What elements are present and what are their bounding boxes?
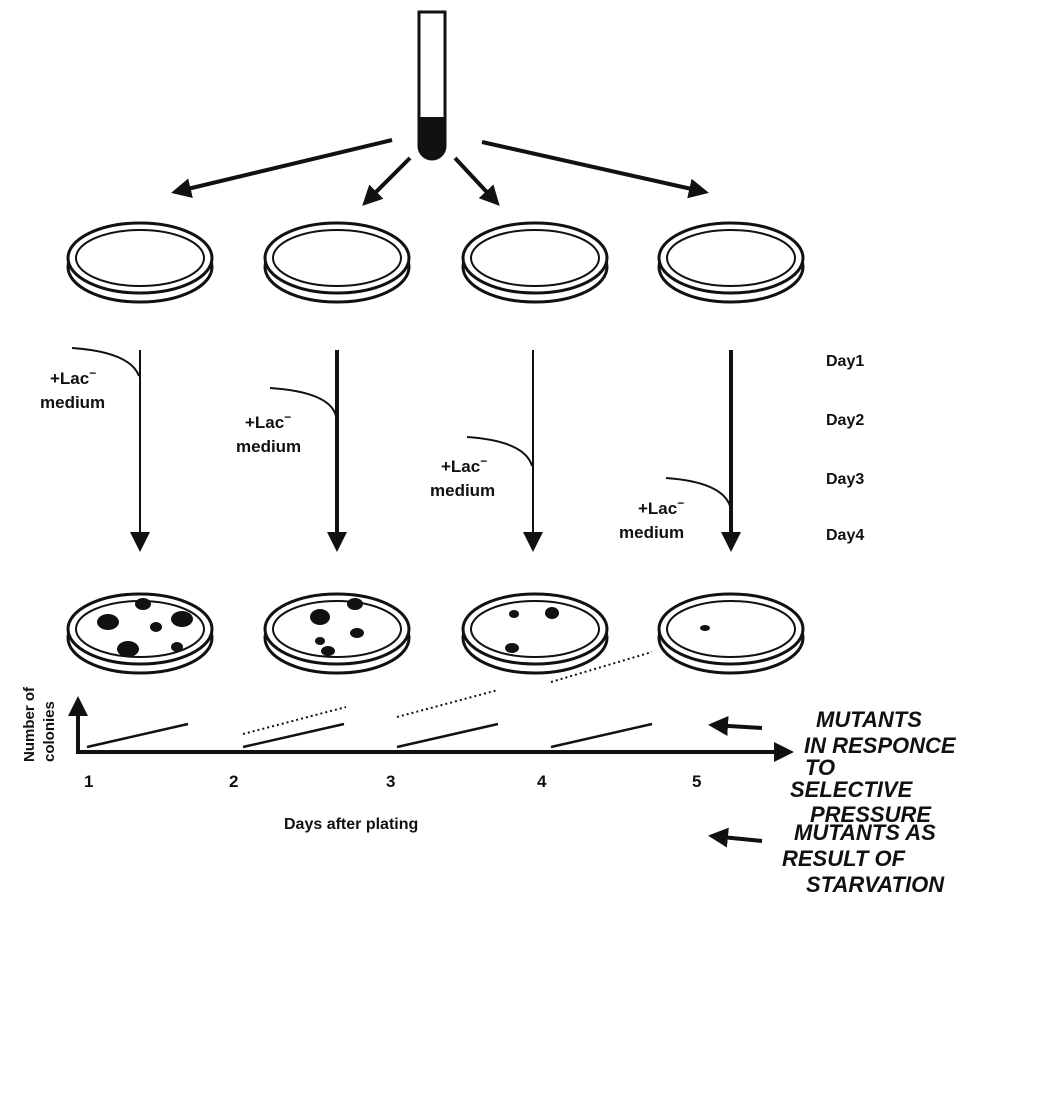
petri-dish-colonies-4 bbox=[657, 592, 805, 675]
svg-text:colonies: colonies bbox=[41, 701, 58, 762]
colony bbox=[135, 598, 151, 610]
y-axis-label: Number of colonies bbox=[21, 686, 58, 762]
colony bbox=[150, 622, 162, 632]
medium-label-2: medium bbox=[236, 437, 301, 456]
x-tick-1: 1 bbox=[84, 772, 93, 791]
svg-text:SELECTIVE: SELECTIVE bbox=[790, 777, 914, 802]
svg-text:TO: TO bbox=[805, 755, 835, 780]
svg-text:RESULT OF: RESULT OF bbox=[782, 846, 906, 871]
arrow-to-plate-1 bbox=[171, 138, 393, 198]
colony bbox=[505, 643, 519, 653]
svg-text:+Lac−: +Lac− bbox=[245, 410, 291, 432]
colony bbox=[321, 646, 335, 656]
colony bbox=[700, 625, 710, 631]
petri-dish-colonies-1 bbox=[66, 592, 214, 675]
incubation-arrows bbox=[130, 350, 741, 552]
x-axis-title: Days after plating bbox=[284, 816, 418, 833]
svg-text:Number of: Number of bbox=[21, 686, 38, 762]
svg-text:+Lac−: +Lac− bbox=[50, 366, 96, 388]
colony bbox=[171, 642, 183, 652]
svg-text:MUTANTS AS: MUTANTS AS bbox=[794, 820, 936, 845]
svg-text:IN RESPONCE: IN RESPONCE bbox=[804, 733, 957, 758]
petri-dish-colonies-3 bbox=[461, 592, 609, 675]
day-label-2: Day2 bbox=[826, 412, 864, 429]
x-tick-4: 4 bbox=[537, 772, 547, 791]
medium-addition-curves bbox=[71, 347, 731, 507]
selective-pointer bbox=[708, 715, 763, 736]
medium-label-1: medium bbox=[40, 393, 105, 412]
medium-label-4: medium bbox=[619, 523, 684, 542]
arrow-to-plate-3 bbox=[453, 156, 500, 206]
starvation-pointer bbox=[708, 827, 763, 848]
day-label-1: Day1 bbox=[826, 353, 864, 370]
medium-label-3: medium bbox=[430, 481, 495, 500]
medium-labels: +Lac− medium +Lac− medium +Lac− medium +… bbox=[40, 366, 684, 542]
petri-dish-empty-4 bbox=[657, 221, 805, 304]
svg-text:+Lac−: +Lac− bbox=[638, 496, 684, 518]
graph-axes bbox=[68, 696, 794, 762]
petri-dish-empty-1 bbox=[66, 221, 214, 304]
petri-dish-empty-3 bbox=[461, 221, 609, 304]
empty-plates bbox=[66, 221, 805, 304]
x-tick-labels: 1 2 3 4 5 bbox=[84, 772, 701, 791]
annotation-arrows bbox=[708, 715, 763, 848]
day-labels: Day1 Day2 Day3 Day4 bbox=[826, 353, 864, 544]
day-label-4: Day4 bbox=[826, 527, 864, 544]
arrow-to-plate-2 bbox=[362, 156, 412, 206]
selective-pressure-lines bbox=[86, 722, 653, 749]
svg-text:MUTANTS: MUTANTS bbox=[816, 707, 922, 732]
distribution-arrows bbox=[171, 138, 709, 206]
colony bbox=[117, 641, 139, 657]
colony bbox=[315, 637, 325, 645]
selective-annotation: MUTANTS IN RESPONCE TO SELECTIVE PRESSUR… bbox=[790, 707, 957, 827]
svg-text:PRESSURE: PRESSURE bbox=[810, 802, 932, 827]
svg-text:+Lac−: +Lac− bbox=[441, 454, 487, 476]
colony bbox=[509, 610, 519, 618]
petri-dish-empty-2 bbox=[263, 221, 411, 304]
starvation-annotation: MUTANTS AS RESULT OF STARVATION bbox=[782, 820, 945, 897]
svg-text:STARVATION: STARVATION bbox=[806, 872, 945, 897]
colony bbox=[97, 614, 119, 630]
petri-dish-colonies-2 bbox=[263, 592, 411, 675]
day-label-3: Day3 bbox=[826, 471, 864, 488]
colony bbox=[350, 628, 364, 638]
colony bbox=[171, 611, 193, 627]
x-tick-2: 2 bbox=[229, 772, 238, 791]
x-tick-3: 3 bbox=[386, 772, 395, 791]
colony bbox=[310, 609, 330, 625]
colony bbox=[347, 598, 363, 610]
arrow-to-plate-4 bbox=[481, 140, 709, 199]
colony bbox=[545, 607, 559, 619]
test-tube bbox=[417, 10, 447, 161]
x-tick-5: 5 bbox=[692, 772, 701, 791]
colony-plates bbox=[66, 592, 805, 675]
